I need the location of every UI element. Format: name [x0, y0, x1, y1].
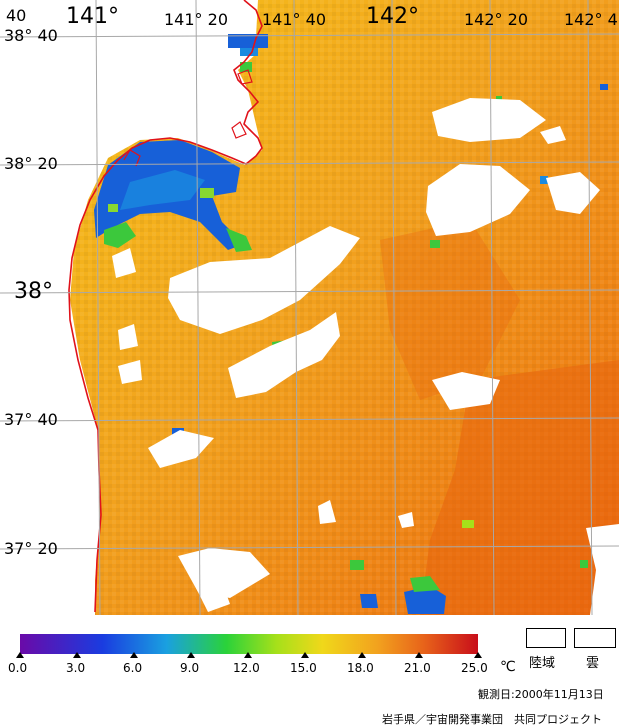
lon-label-141-40: 141° 40 [262, 10, 326, 29]
lat-label-37-20: 37° 20 [4, 539, 58, 558]
observation-date: 観測日:2000年11月13日 [478, 688, 604, 701]
scale-label-21: 21.0 [404, 661, 431, 675]
lon-label-141-20: 141° 20 [164, 10, 228, 29]
project-credit: 岩手県／宇宙開発事業団 共同プロジェクト [382, 713, 602, 726]
coastline [68, 0, 263, 613]
lon-label-142-40: 142° 4 [564, 10, 618, 29]
scale-label-3: 3.0 [66, 661, 86, 675]
graticule [0, 0, 619, 615]
land-key-swatch [526, 628, 566, 648]
scale-label-25: 25.0 [461, 661, 488, 675]
lon-label-141: 141° [66, 4, 119, 29]
temperature-unit: ℃ [500, 659, 516, 675]
lat-label-38: 38° [14, 279, 53, 304]
lat-label-38-20: 38° 20 [4, 154, 58, 173]
lat-label-38-40: 38° 40 [4, 26, 58, 45]
lat-label-37-40: 37° 40 [4, 410, 58, 429]
cloud-key-swatch [574, 628, 616, 648]
lon-label-142: 142° [366, 4, 419, 29]
cloud-key-label: 雲 [586, 656, 600, 671]
scale-label-9: 9.0 [180, 661, 200, 675]
sst-map [0, 0, 619, 615]
lon-label-40: 40 [6, 6, 27, 25]
cloud-patches [112, 98, 619, 615]
scale-label-0: 0.0 [8, 661, 28, 675]
scale-label-18: 18.0 [347, 661, 374, 675]
scale-label-6: 6.0 [123, 661, 143, 675]
lon-label-142-20: 142° 20 [464, 10, 528, 29]
land-key-label: 陸域 [529, 656, 556, 671]
color-scale-bar [20, 634, 478, 654]
warm-water-zone [420, 360, 619, 615]
scale-label-15: 15.0 [290, 661, 317, 675]
scale-label-12: 12.0 [233, 661, 260, 675]
scale-ticks [16, 652, 482, 658]
